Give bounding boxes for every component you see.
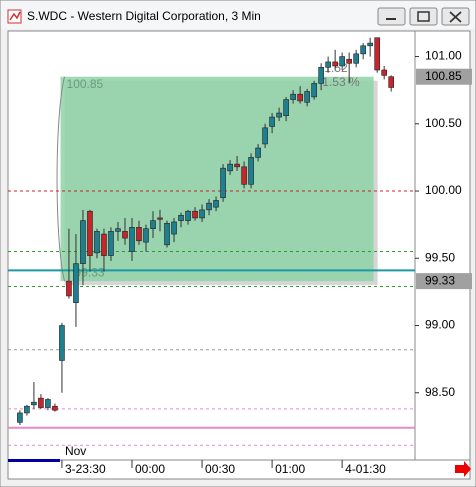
y-tick-label: 99.00 bbox=[425, 318, 455, 332]
icon-glyph bbox=[9, 11, 21, 21]
candle-body bbox=[17, 412, 23, 423]
x-tick-label: 4-01:30 bbox=[345, 462, 386, 476]
candle-body bbox=[206, 202, 212, 211]
candle-body bbox=[311, 83, 317, 98]
box-annotation: 1.53 % bbox=[322, 75, 360, 89]
candle-body bbox=[87, 210, 93, 256]
price-marker bbox=[416, 68, 472, 85]
candle-body bbox=[346, 58, 352, 64]
candle-body bbox=[143, 228, 149, 243]
candle-body bbox=[157, 217, 163, 220]
candle-body bbox=[304, 91, 310, 103]
candle-body bbox=[339, 56, 345, 67]
candle-body bbox=[360, 45, 366, 55]
window-title: S.WDC - Western Digital Corporation, 3 M… bbox=[27, 9, 261, 23]
candle-body bbox=[108, 231, 114, 256]
candle-body bbox=[164, 223, 170, 246]
candle-body bbox=[59, 325, 65, 361]
candle-body bbox=[185, 210, 191, 221]
y-tick-label: 101.00 bbox=[425, 49, 462, 63]
scroll-indicator bbox=[8, 459, 60, 462]
window-icon bbox=[7, 9, 22, 24]
close-glyph bbox=[449, 11, 462, 23]
candle-body bbox=[297, 93, 303, 102]
candle-body bbox=[136, 227, 142, 242]
candle-body bbox=[31, 401, 37, 406]
candle-body bbox=[241, 166, 247, 185]
x-annotation: Nov bbox=[65, 444, 86, 458]
candle-body bbox=[262, 127, 268, 145]
candle-body bbox=[150, 220, 156, 229]
candle-body bbox=[367, 42, 373, 47]
candle-body bbox=[276, 112, 282, 118]
price-marker-label: 100.85 bbox=[425, 69, 462, 83]
candle-body bbox=[171, 221, 177, 235]
candle-body bbox=[66, 280, 72, 297]
candle-body bbox=[73, 263, 79, 303]
box-bottom-label: 99.33 bbox=[75, 265, 105, 279]
minimize-button[interactable] bbox=[377, 7, 406, 26]
candle-body bbox=[52, 405, 58, 411]
candle-body bbox=[290, 93, 296, 100]
candle-body bbox=[227, 163, 233, 172]
candle-body bbox=[129, 227, 135, 252]
y-tick-label: 100.00 bbox=[425, 183, 462, 197]
candle-body bbox=[94, 231, 100, 254]
candle-body bbox=[80, 220, 86, 264]
price-marker bbox=[416, 273, 472, 290]
candle-body bbox=[255, 147, 261, 158]
candle-body bbox=[234, 163, 240, 168]
y-tick-label: 98.50 bbox=[425, 385, 455, 399]
x-tick-label: 3-23:30 bbox=[65, 462, 106, 476]
restore-button[interactable] bbox=[409, 7, 438, 26]
candle-body bbox=[353, 53, 359, 64]
y-tick-label: 100.50 bbox=[425, 116, 462, 130]
y-tick-label: 99.50 bbox=[425, 250, 455, 264]
candle-body bbox=[45, 399, 51, 408]
candle-body bbox=[381, 69, 387, 76]
candle-body bbox=[122, 231, 128, 239]
price-marker-label: 99.33 bbox=[425, 273, 455, 287]
measure-box bbox=[60, 76, 374, 282]
candle-body bbox=[38, 397, 44, 408]
box-top-label: 100.85 bbox=[67, 77, 104, 91]
candle-body bbox=[199, 209, 205, 219]
candle-body bbox=[374, 37, 380, 71]
candle-body bbox=[101, 233, 107, 256]
candle-body bbox=[388, 76, 394, 88]
candle-body bbox=[269, 116, 275, 127]
candle-body bbox=[178, 214, 184, 221]
candle-body bbox=[220, 167, 226, 199]
candle-body bbox=[24, 405, 30, 414]
window-buttons[interactable] bbox=[377, 7, 470, 26]
x-tick-label: 00:00 bbox=[135, 462, 165, 476]
candle-body bbox=[325, 61, 331, 68]
restore-glyph bbox=[417, 11, 430, 22]
candle-body bbox=[248, 157, 254, 185]
candle-body bbox=[192, 210, 198, 219]
candle-body bbox=[283, 99, 289, 117]
candle-body bbox=[213, 200, 219, 208]
measure-bracket bbox=[56, 76, 66, 282]
scroll-arrow[interactable] bbox=[455, 461, 471, 477]
candle-body bbox=[318, 67, 324, 84]
candle-body bbox=[332, 61, 338, 67]
candle-body bbox=[115, 228, 121, 232]
x-tick-label: 00:30 bbox=[205, 462, 235, 476]
x-tick-label: 01:00 bbox=[275, 462, 305, 476]
